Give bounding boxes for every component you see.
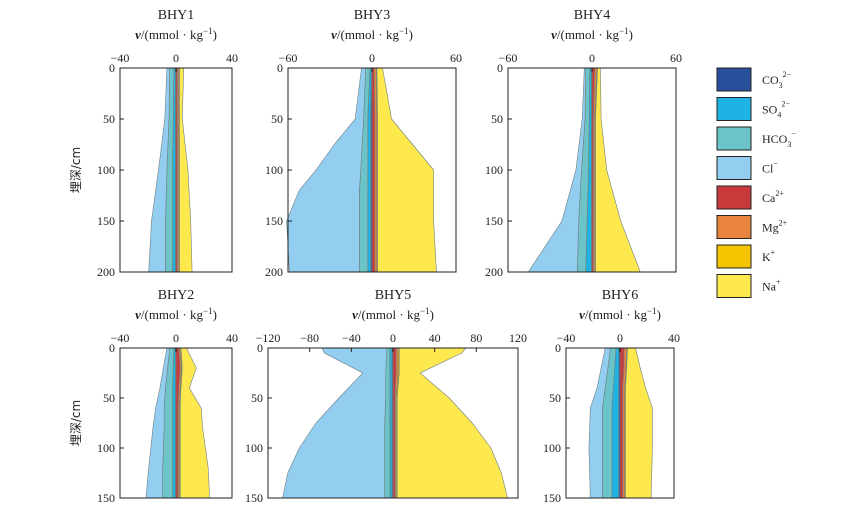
legend-swatch-ca (716, 185, 752, 210)
y-tick-label: 0 (555, 341, 561, 355)
panel-title: BHY2 (158, 288, 195, 303)
x-tick-label: 0 (390, 331, 396, 345)
x-tick-label: 40 (429, 331, 441, 345)
band-na (595, 67, 641, 273)
legend-label-na: Na+ (762, 278, 781, 294)
legend-label-mg: Mg2+ (762, 219, 788, 235)
x-axis-label: v/(mmol · kg−1) (331, 26, 413, 42)
x-tick-label: −80 (300, 331, 319, 345)
x-tick-label: −40 (342, 331, 361, 345)
y-tick-label: 150 (245, 491, 263, 505)
y-tick-label: 100 (97, 441, 115, 455)
band-na (179, 347, 210, 499)
y-tick-label: 100 (97, 163, 115, 177)
band-na (376, 67, 437, 273)
y-tick-label: 0 (109, 61, 115, 75)
panel-title: BHY3 (354, 8, 391, 23)
x-tick-label: 80 (470, 331, 482, 345)
legend-label-so4: SO42− (762, 100, 790, 120)
y-tick-label: 200 (485, 265, 503, 279)
y-tick-label: 0 (277, 61, 283, 75)
y-tick-label: 100 (543, 441, 561, 455)
legend-swatch-co3 (716, 67, 752, 92)
y-tick-label: 200 (265, 265, 283, 279)
y-tick-label: 50 (251, 391, 263, 405)
x-tick-label: 60 (450, 51, 462, 65)
band-na (179, 67, 193, 273)
legend-swatch-k (716, 244, 752, 269)
x-tick-label: −40 (557, 331, 576, 345)
band-cl (282, 347, 388, 499)
legend-label-hco3: HCO3− (762, 129, 796, 149)
x-tick-label: −60 (499, 51, 518, 65)
band-cl (527, 67, 587, 273)
x-tick-label: 60 (670, 51, 682, 65)
y-tick-label: 100 (265, 163, 283, 177)
x-tick-label: −60 (279, 51, 298, 65)
y-tick-label: 150 (97, 214, 115, 228)
y-tick-label: 50 (271, 112, 283, 126)
y-tick-label: 150 (485, 214, 503, 228)
legend-swatch-na (716, 274, 752, 298)
x-tick-label: −40 (111, 51, 130, 65)
y-tick-label: 50 (549, 391, 561, 405)
y-tick-label: 150 (97, 491, 115, 505)
band-na (625, 347, 653, 499)
x-tick-label: 40 (668, 331, 680, 345)
y-axis-label: 埋深/cm (69, 147, 83, 193)
y-tick-label: 50 (491, 112, 503, 126)
legend-label-co3: CO32− (762, 70, 792, 90)
panel-title: BHY5 (375, 288, 412, 303)
y-tick-label: 0 (257, 341, 263, 355)
y-tick-label: 100 (245, 441, 263, 455)
y-tick-label: 150 (265, 214, 283, 228)
band-cl (286, 67, 367, 273)
x-tick-label: 40 (226, 51, 238, 65)
legend-swatch-so4 (716, 97, 752, 121)
legend-swatch-cl (716, 156, 752, 180)
legend-swatch-mg (716, 215, 752, 239)
y-tick-label: 200 (97, 265, 115, 279)
legend: CO32− SO42− HCO3− Cl− Ca2+ Mg2+ K+ Na+ (716, 67, 796, 298)
y-tick-label: 150 (543, 491, 561, 505)
x-tick-label: 0 (173, 51, 179, 65)
x-axis-label: v/(mmol · kg−1) (579, 306, 661, 322)
y-tick-label: 50 (103, 112, 115, 126)
legend-swatch-hco3 (716, 126, 752, 151)
x-tick-label: −40 (111, 331, 130, 345)
x-tick-label: 0 (173, 331, 179, 345)
x-tick-label: −120 (256, 331, 281, 345)
legend-label-cl: Cl− (762, 160, 778, 176)
panel-title: BHY6 (602, 288, 639, 303)
x-tick-label: 120 (509, 331, 527, 345)
x-axis-label: v/(mmol · kg−1) (352, 306, 434, 322)
x-tick-label: 0 (589, 51, 595, 65)
y-tick-label: 0 (497, 61, 503, 75)
y-axis-label: 埋深/cm (69, 400, 83, 446)
x-axis-label: v/(mmol · kg−1) (135, 306, 217, 322)
x-tick-label: 40 (226, 331, 238, 345)
band-na (396, 347, 508, 499)
panel-title: BHY4 (574, 8, 611, 23)
panel-bhy5: −120 −80 −40 0 40 80 120 0 50 100 150 BHY5 v/(mmol ·… (245, 288, 527, 505)
x-axis-label: v/(mmol · kg−1) (551, 26, 633, 42)
legend-label-ca: Ca2+ (762, 189, 784, 205)
panel-title: BHY1 (158, 8, 195, 23)
x-tick-label: 0 (369, 51, 375, 65)
x-tick-label: 0 (617, 331, 623, 345)
band-so4 (389, 347, 393, 499)
x-axis-label: v/(mmol · kg−1) (135, 26, 217, 42)
y-tick-label: 100 (485, 163, 503, 177)
y-tick-label: 50 (103, 391, 115, 405)
legend-label-k: K+ (762, 248, 776, 264)
y-tick-label: 0 (109, 341, 115, 355)
